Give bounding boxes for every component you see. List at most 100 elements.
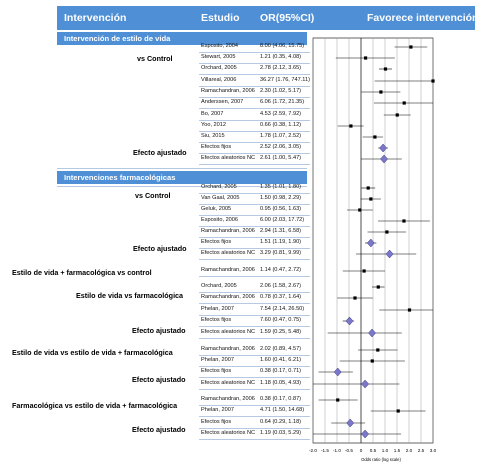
group-label: Estilo de vida vs estilo de vida + farma… bbox=[12, 348, 173, 357]
study-name: Efectos fijos bbox=[201, 144, 232, 150]
row-separator bbox=[199, 389, 310, 390]
study-name: Ramachandran, 2006 bbox=[201, 228, 255, 234]
x-tick-label: 2.0 bbox=[406, 448, 413, 453]
column-header-intervention: Intervención bbox=[64, 12, 127, 24]
or-value: 0.64 (0.29, 1.18) bbox=[260, 419, 302, 425]
or-value: 1.35 (1.01, 1.80) bbox=[260, 184, 302, 190]
or-value: 6.06 (1.72, 21.35) bbox=[260, 99, 305, 105]
or-value: 3.29 (0.81, 9.99) bbox=[260, 250, 302, 256]
row-separator bbox=[199, 405, 310, 406]
study-name: Efectos fijos bbox=[201, 239, 232, 245]
study-point bbox=[383, 67, 388, 71]
study-name: Efectos fijos bbox=[201, 317, 232, 323]
or-value: 1.21 (0.35, 4.08) bbox=[260, 54, 302, 60]
study-point bbox=[363, 56, 368, 60]
study-name: Orchard, 2005 bbox=[201, 184, 237, 190]
or-value: 4.71 (1.50, 14.68) bbox=[260, 407, 305, 413]
study-name: Phelan, 2007 bbox=[201, 357, 234, 363]
or-value: 2.61 (1.00, 5.47) bbox=[260, 155, 302, 161]
study-name: Orchard, 2005 bbox=[201, 283, 237, 289]
row-separator bbox=[199, 377, 310, 378]
study-point bbox=[407, 308, 412, 312]
pooled-estimate-diamond bbox=[345, 316, 354, 326]
group-label: Estilo de vida + farmacológica vs contro… bbox=[12, 268, 152, 277]
or-value: 2.78 (2.12, 3.65) bbox=[260, 65, 302, 71]
row-separator bbox=[199, 292, 310, 293]
row-separator bbox=[199, 108, 310, 109]
or-value: 2.06 (1.58, 2.67) bbox=[260, 283, 302, 289]
x-tick-label: 2.5 bbox=[418, 448, 425, 453]
or-value: 0.66 (0.38, 1.12) bbox=[260, 122, 302, 128]
study-point bbox=[385, 230, 389, 234]
or-value: 0.78 (0.37, 1.64) bbox=[260, 294, 302, 300]
pooled-estimate-diamond bbox=[380, 154, 388, 164]
study-name: Yoo, 2012 bbox=[201, 122, 226, 128]
row-separator bbox=[199, 120, 310, 121]
group-label: Efecto ajustado bbox=[133, 148, 187, 157]
or-value: 1.78 (1.07, 2.52) bbox=[260, 133, 302, 139]
column-header-or: OR(95%CI) bbox=[260, 12, 315, 24]
row-separator bbox=[199, 63, 310, 64]
x-tick-label: -1.5 bbox=[321, 448, 329, 453]
pooled-estimate-diamond bbox=[346, 418, 355, 428]
or-value: 0.38 (0.17, 0.71) bbox=[260, 368, 302, 374]
group-label: vs Control bbox=[137, 54, 173, 63]
section-separator bbox=[57, 186, 307, 187]
row-separator bbox=[199, 52, 310, 53]
group-label: Farmacológica vs estilo de vida + farmac… bbox=[12, 401, 178, 410]
x-tick-label: 1.5 bbox=[394, 448, 401, 453]
group-label: Efecto ajustado bbox=[133, 244, 187, 253]
row-separator bbox=[199, 204, 310, 205]
row-separator bbox=[199, 86, 310, 87]
study-name: Efectos fijos bbox=[201, 368, 232, 374]
study-point bbox=[373, 135, 377, 139]
section-separator bbox=[57, 168, 307, 169]
table-header-bar bbox=[57, 6, 475, 30]
study-name: Phelan, 2007 bbox=[201, 407, 234, 413]
x-tick-label: 3.0 bbox=[430, 448, 437, 453]
group-label: Efecto ajustado bbox=[132, 326, 186, 335]
row-separator bbox=[199, 74, 310, 75]
pooled-estimate-diamond bbox=[333, 367, 342, 377]
study-name: Efectos fijos bbox=[201, 419, 232, 425]
or-value: 1.50 (0.98, 2.29) bbox=[260, 195, 302, 201]
study-name: Phelan, 2007 bbox=[201, 306, 234, 312]
pooled-estimate-diamond bbox=[379, 143, 388, 153]
section-bar-pharmacological bbox=[57, 171, 307, 184]
or-value: 36.27 (1.76, 747.11) bbox=[260, 77, 310, 83]
row-separator bbox=[199, 248, 310, 249]
row-separator bbox=[199, 416, 310, 417]
group-label: Estilo de vida vs farmacológica bbox=[76, 291, 184, 300]
study-name: Ramachandran, 2006 bbox=[201, 346, 255, 352]
pooled-estimate-diamond bbox=[361, 429, 370, 439]
x-tick-label: -1.0 bbox=[333, 448, 341, 453]
study-name: Stewart, 2005 bbox=[201, 54, 236, 60]
study-name: Efectos aleatorios NC bbox=[201, 329, 256, 335]
x-tick-label: 0 bbox=[360, 448, 363, 453]
row-separator bbox=[199, 237, 310, 238]
study-point bbox=[366, 186, 370, 190]
or-value: 4.53 (2.59, 7.92) bbox=[260, 111, 302, 117]
study-name: Ramachandran, 2006 bbox=[201, 294, 255, 300]
or-value: 1.18 (0.05, 4.93) bbox=[260, 380, 302, 386]
or-value: 1.59 (0.25, 5.48) bbox=[260, 329, 302, 335]
row-separator bbox=[199, 428, 310, 429]
or-value: 0.38 (0.17, 0.87) bbox=[260, 396, 302, 402]
study-point bbox=[379, 90, 383, 94]
pooled-estimate-diamond bbox=[366, 238, 375, 248]
section-bar-lifestyle bbox=[57, 32, 307, 45]
group-label: Efecto ajustado bbox=[132, 375, 186, 384]
or-value: 2.30 (1.02, 5.17) bbox=[260, 88, 302, 94]
study-point bbox=[409, 45, 413, 49]
group-label: Efecto ajustado bbox=[132, 425, 186, 434]
or-value: 2.52 (2.06, 3.05) bbox=[260, 144, 302, 150]
study-name: Van Gaal, 2005 bbox=[201, 195, 240, 201]
row-separator bbox=[199, 338, 310, 339]
study-point bbox=[358, 208, 362, 212]
row-separator bbox=[199, 326, 310, 327]
row-separator bbox=[199, 164, 310, 165]
or-value: 6.00 (2.03, 17.72) bbox=[260, 217, 305, 223]
study-name: Orchard, 2005 bbox=[201, 65, 237, 71]
pooled-estimate-diamond bbox=[361, 379, 370, 389]
study-point bbox=[431, 79, 435, 83]
